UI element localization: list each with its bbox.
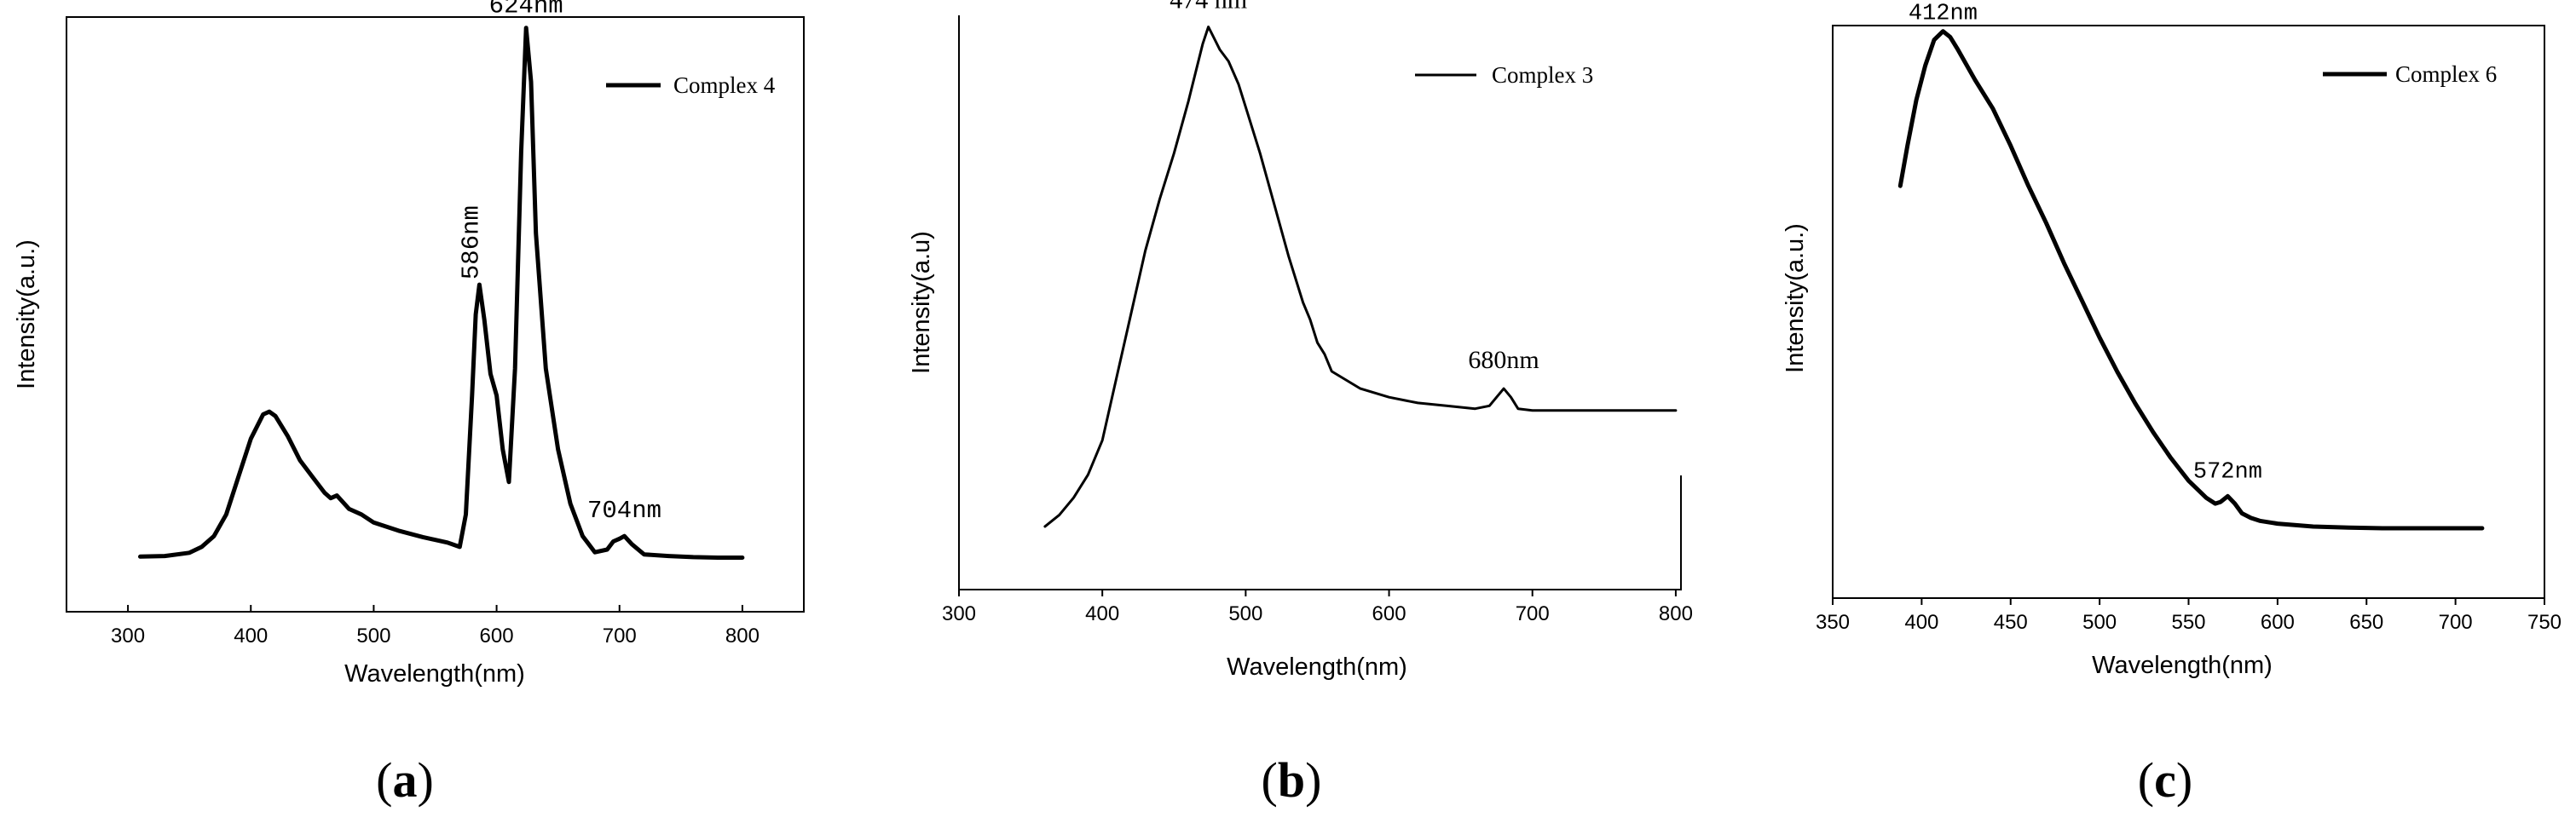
peak-label: 680nm (1468, 346, 1539, 374)
plot-frame (958, 15, 1682, 590)
x-tick-label: 500 (356, 625, 390, 648)
legend-label: Complex 4 (673, 72, 776, 98)
x-tick-label: 700 (2439, 611, 2473, 634)
panel-label-close: ) (2176, 752, 2192, 808)
panel-label-open: ( (2138, 752, 2154, 808)
x-axis-label: Wavelength(nm) (2092, 652, 2273, 679)
peak-label: 624nm (489, 0, 563, 20)
legend-label: Complex 6 (2395, 61, 2497, 87)
series-line-complex-3 (1043, 26, 1678, 528)
x-tick-label: 400 (234, 625, 268, 648)
x-tick-label: 400 (1904, 611, 1938, 634)
series-line-complex-6 (1897, 29, 2485, 531)
peak-label: 474 nm (1170, 0, 1247, 14)
panel-label-close: ) (1305, 752, 1321, 808)
x-tick-label: 500 (2082, 611, 2117, 634)
peak-label: 412nm (1909, 2, 1978, 27)
legend: Complex 4 (606, 72, 776, 98)
peak-annotations: 624nm 586nm 704nm (457, 0, 661, 525)
x-ticks: 350 400 450 500 550 600 650 700 750 (1816, 598, 2562, 634)
y-axis-label: Intensity(a.u.) (1782, 223, 1809, 373)
panel-label-open: ( (376, 752, 392, 808)
chart-panel-a: 300 400 500 600 700 800 624nm 586nm 704nm Compl… (13, 0, 805, 808)
x-tick-label: 450 (1994, 611, 2028, 634)
legend: Complex 3 (1415, 62, 1593, 88)
x-tick-label: 300 (111, 625, 145, 648)
peak-label: 572nm (2193, 459, 2262, 485)
legend-label: Complex 3 (1492, 62, 1593, 88)
x-tick-label: 700 (603, 625, 637, 648)
x-tick-label: 800 (1659, 602, 1693, 625)
panel-label-a: (a) (376, 752, 434, 808)
x-tick-label: 650 (2349, 611, 2383, 634)
peak-annotations: 412nm 572nm (1909, 2, 2262, 486)
x-tick-label: 800 (725, 625, 760, 648)
y-axis-label: Intensity(a.u.) (13, 239, 40, 389)
x-tick-label: 700 (1516, 602, 1550, 625)
x-ticks: 300 400 500 600 700 800 (111, 605, 760, 648)
panel-label-c: (c) (2138, 752, 2192, 808)
peak-annotations: 474 nm 680nm (1170, 0, 1539, 374)
panel-label-b: (b) (1262, 752, 1322, 808)
peak-label: 586nm (457, 205, 485, 279)
chart-panel-c: 350 400 450 500 550 600 650 700 750 412nm 572nm C… (1782, 2, 2562, 808)
panel-label-letter: b (1278, 752, 1305, 808)
x-axis-label: Wavelength(nm) (1227, 653, 1407, 681)
peak-label: 704nm (587, 497, 661, 525)
panel-label-letter: a (393, 752, 418, 808)
x-tick-label: 750 (2527, 611, 2562, 634)
x-tick-label: 350 (1816, 611, 1850, 634)
x-tick-label: 400 (1085, 602, 1119, 625)
y-axis-label: Intensity(a.u) (908, 231, 935, 374)
x-tick-label: 500 (1228, 602, 1262, 625)
chart-panel-b: 300 400 500 600 700 800 474 nm 680nm Complex 3… (908, 0, 1693, 808)
x-axis-label: Wavelength(nm) (344, 660, 525, 688)
panel-label-close: ) (418, 752, 434, 808)
x-tick-label: 550 (2171, 611, 2205, 634)
panel-label-letter: c (2154, 752, 2176, 808)
legend: Complex 6 (2323, 61, 2497, 87)
panel-label-open: ( (1262, 752, 1278, 808)
x-tick-label: 600 (480, 625, 514, 648)
series-line-complex-4 (138, 26, 745, 560)
x-tick-label: 300 (942, 602, 976, 625)
x-tick-label: 600 (1372, 602, 1406, 625)
x-ticks: 300 400 500 600 700 800 (942, 590, 1693, 625)
x-tick-label: 600 (2261, 611, 2295, 634)
plot-frame (66, 16, 805, 613)
